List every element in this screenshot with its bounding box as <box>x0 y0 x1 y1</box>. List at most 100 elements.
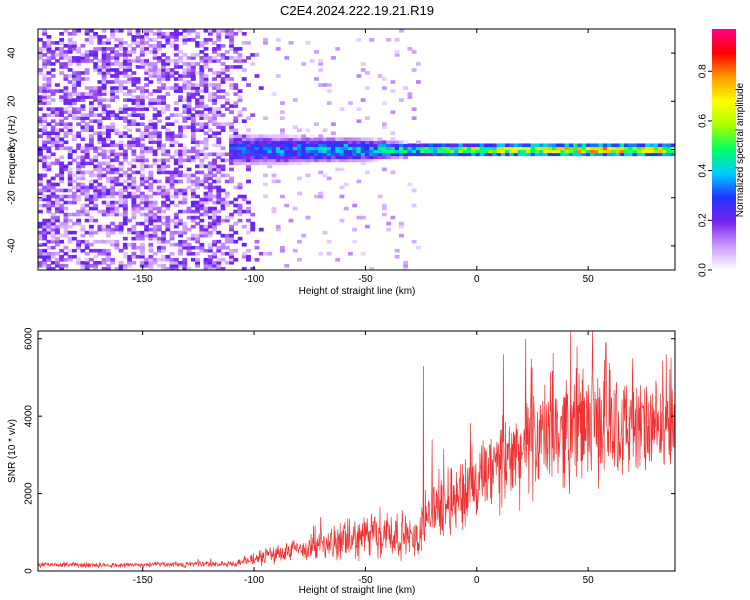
heat-cell <box>233 149 239 154</box>
heat-cell <box>386 146 392 151</box>
heat-cell <box>148 206 154 211</box>
heat-cell <box>54 128 60 133</box>
heat-cell <box>229 35 234 39</box>
heat-cell <box>101 35 107 39</box>
heat-cell <box>127 50 133 54</box>
heat-cell <box>178 209 183 214</box>
heat-cell <box>658 143 663 148</box>
heat-cell <box>636 143 642 148</box>
heat-cell <box>152 149 158 154</box>
heat-cell <box>178 65 183 69</box>
heat-cell <box>178 59 183 63</box>
heat-cell <box>114 191 120 196</box>
heat-cell <box>46 254 52 259</box>
heat-cell <box>432 152 438 157</box>
heat-cell <box>105 47 111 51</box>
heat-cell <box>169 137 175 142</box>
heat-cell <box>547 146 553 151</box>
heat-cell <box>118 47 124 51</box>
heat-cell <box>636 152 642 157</box>
heat-cell <box>105 248 111 253</box>
heat-cell <box>42 44 48 48</box>
heat-cell <box>203 38 209 42</box>
heat-cell <box>573 143 578 148</box>
heat-cell <box>203 155 209 160</box>
heat-cell <box>199 164 205 169</box>
heat-cell <box>131 59 137 63</box>
heat-cell <box>449 149 455 154</box>
heat-cell <box>139 104 145 108</box>
heat-cell <box>229 167 234 172</box>
heat-cell <box>42 248 48 253</box>
heat-cell <box>530 146 536 151</box>
heat-cell <box>67 179 73 184</box>
heat-cell <box>229 227 234 232</box>
heat-cell <box>356 38 362 42</box>
heat-cell <box>93 266 99 270</box>
heat-cell <box>101 68 107 72</box>
heat-cell <box>195 98 200 102</box>
heat-cell <box>224 260 230 265</box>
heat-cell <box>199 83 205 87</box>
heat-cell <box>67 257 73 262</box>
heat-cell <box>314 146 319 151</box>
heat-cell <box>594 143 600 148</box>
heat-cell <box>292 158 298 163</box>
heat-cell <box>331 158 336 163</box>
heat-cell <box>428 149 434 154</box>
heat-cell <box>76 116 82 120</box>
heat-cell <box>207 254 213 259</box>
heat-cell <box>71 221 77 226</box>
heat-cell <box>76 131 82 136</box>
heat-cell <box>275 227 281 232</box>
heat-cell <box>178 173 183 178</box>
heat-cell <box>220 167 226 172</box>
heat-cell <box>152 212 158 217</box>
heat-cell <box>54 41 60 45</box>
heat-cell <box>46 179 52 184</box>
heat-cell <box>50 107 56 111</box>
heat-cell <box>394 38 400 42</box>
heat-cell <box>114 77 120 81</box>
heat-cell <box>178 149 183 154</box>
heat-cell <box>118 248 124 253</box>
heat-cell <box>169 113 175 117</box>
heat-cell <box>148 44 154 48</box>
heat-cell <box>212 41 217 45</box>
heat-cell <box>195 263 200 268</box>
colorbar-tick-label: 0.2 <box>698 213 709 227</box>
heat-cell <box>216 185 222 190</box>
heat-cell <box>97 185 103 190</box>
heat-cell <box>284 143 290 148</box>
x-tick-label: -150 <box>133 274 153 285</box>
heat-cell <box>156 257 162 262</box>
heat-cell <box>110 89 116 93</box>
heat-cell <box>381 212 387 217</box>
heat-cell <box>38 128 43 133</box>
heat-cell <box>331 152 336 157</box>
heat-cell <box>139 101 145 105</box>
heat-cell <box>67 101 73 105</box>
heat-cell <box>135 185 141 190</box>
heat-cell <box>67 200 73 205</box>
heat-cell <box>454 143 460 148</box>
heat-cell <box>156 218 162 223</box>
heat-cell <box>598 152 604 157</box>
heat-cell <box>292 206 298 211</box>
heat-cell <box>127 242 133 247</box>
heat-cell <box>254 161 260 166</box>
heat-cell <box>343 206 349 211</box>
heat-cell <box>144 29 150 33</box>
heat-cell <box>190 62 196 66</box>
heat-cell <box>394 50 400 54</box>
heat-cell <box>241 197 247 202</box>
heat-cell <box>122 47 128 51</box>
heat-cell <box>241 251 247 256</box>
heat-cell <box>335 146 341 151</box>
heat-cell <box>500 152 506 157</box>
heat-cell <box>165 194 171 199</box>
heat-cell <box>237 134 243 139</box>
heat-cell <box>186 68 192 72</box>
heat-cell <box>169 194 175 199</box>
heat-cell <box>127 146 133 151</box>
